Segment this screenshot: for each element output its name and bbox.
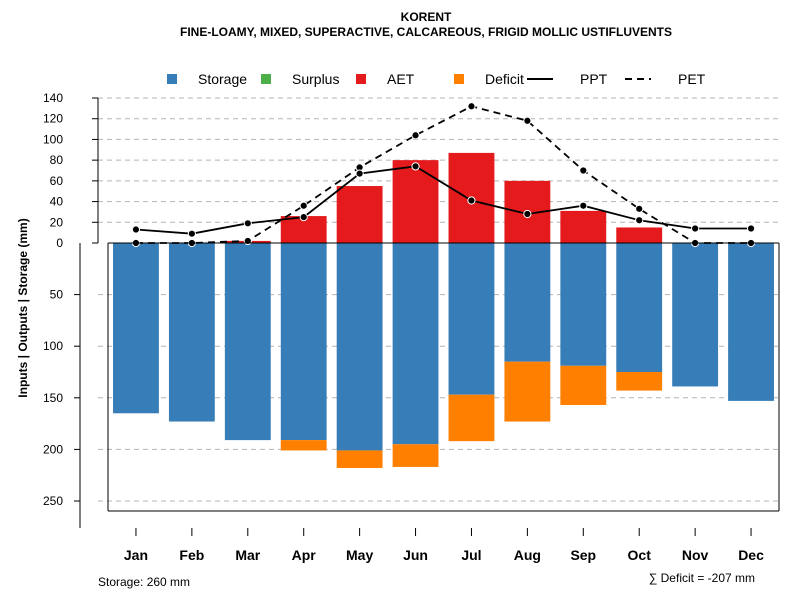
ytick-label-top-80: 80 <box>50 153 64 167</box>
ytick-label-bottom-100: 100 <box>43 339 63 353</box>
pet-line <box>135 105 752 244</box>
y-axis-label: Inputs | Outputs | Storage (mm) <box>16 218 30 397</box>
pet-point-Jun <box>411 131 420 140</box>
bar-storage-Jun <box>392 243 439 445</box>
bar-deficit-Aug <box>504 361 551 422</box>
bar-aet-Jun <box>392 160 439 243</box>
ppt-point-Apr <box>299 213 308 222</box>
legend-label-ppt: PPT <box>580 71 608 87</box>
bar-storage-Nov <box>672 243 719 387</box>
xtick-label-Feb: Feb <box>179 547 204 563</box>
legend-label-storage: Storage <box>198 71 247 87</box>
chart-title: KORENT <box>401 10 452 24</box>
bar-storage-Oct <box>616 243 663 372</box>
ppt-point-Jan <box>131 225 141 234</box>
legend-swatch-aet <box>356 74 366 84</box>
ppt-point-Jul <box>467 196 476 205</box>
grid-layer <box>98 97 779 502</box>
legend-layer: Storage Surplus AET Deficit PPT PET <box>167 71 706 87</box>
storage-note: Storage: 260 mm <box>98 575 190 589</box>
bar-deficit-Apr <box>280 440 327 451</box>
bar-storage-Apr <box>280 243 327 441</box>
xtick-label-Apr: Apr <box>292 547 317 563</box>
legend-label-pet: PET <box>678 71 706 87</box>
bar-storage-Feb <box>168 243 215 422</box>
ppt-point-Aug <box>523 209 532 219</box>
ytick-label-bottom-250: 250 <box>43 494 63 508</box>
xtick-label-Dec: Dec <box>738 547 764 563</box>
bar-storage-Jan <box>113 243 159 414</box>
xtick-label-Jul: Jul <box>461 547 481 563</box>
bar-deficit-Jul <box>448 394 495 442</box>
ytick-label-bottom-50: 50 <box>50 288 64 302</box>
bar-layer <box>113 152 774 468</box>
xtick-label-May: May <box>346 547 373 563</box>
bar-deficit-Oct <box>616 372 663 391</box>
bar-deficit-May <box>336 450 383 468</box>
legend-swatch-surplus <box>261 74 271 84</box>
pet-point-Aug <box>523 116 532 125</box>
bar-storage-Sep <box>560 243 607 366</box>
xtick-label-Aug: Aug <box>514 547 541 563</box>
ytick-label-top-60: 60 <box>50 174 64 188</box>
pet-point-Sep <box>579 166 588 175</box>
ppt-point-Nov <box>691 224 700 233</box>
legend-label-aet: AET <box>387 71 415 87</box>
bar-deficit-Sep <box>560 365 607 406</box>
legend-swatch-storage <box>167 74 177 84</box>
bar-aet-Sep <box>560 210 607 243</box>
ppt-point-Feb <box>187 229 196 238</box>
ppt-line <box>135 165 752 235</box>
ytick-label-bottom-150: 150 <box>43 391 63 405</box>
xtick-label-Jun: Jun <box>403 547 428 563</box>
deficit-note: ∑ Deficit = -207 mm <box>649 571 755 585</box>
axis-layer: 0 20 40 60 80 100 120 140 50 100 150 200 250 Jan Feb Ma… <box>43 91 780 563</box>
xtick-label-Oct: Oct <box>628 547 652 563</box>
pet-point-Jul <box>467 102 476 111</box>
chart-subtitle: FINE-LOAMY, MIXED, SUPERACTIVE, CALCAREO… <box>180 25 672 39</box>
bar-storage-Aug <box>504 243 551 362</box>
bar-storage-Jul <box>448 243 495 395</box>
ytick-label-top-0: 0 <box>56 236 63 250</box>
legend-label-deficit: Deficit <box>485 71 524 87</box>
ytick-label-top-120: 120 <box>43 112 63 126</box>
ppt-point-Sep <box>579 201 588 210</box>
bar-aet-Oct <box>616 227 663 243</box>
pet-point-Oct <box>635 204 644 213</box>
bar-storage-May <box>336 243 383 451</box>
ytick-label-bottom-200: 200 <box>43 442 63 456</box>
line-layer <box>131 102 756 248</box>
bar-deficit-Jun <box>392 444 439 467</box>
legend-label-surplus: Surplus <box>292 71 339 87</box>
legend-swatch-deficit <box>454 74 464 84</box>
ytick-label-top-40: 40 <box>50 195 64 209</box>
xtick-label-Jan: Jan <box>124 547 148 563</box>
ytick-label-top-100: 100 <box>43 132 63 146</box>
ytick-label-top-140: 140 <box>43 91 63 105</box>
bar-storage-Mar <box>224 243 271 441</box>
ppt-point-Mar <box>243 219 252 228</box>
bar-storage-Dec <box>728 243 774 401</box>
xtick-label-Sep: Sep <box>570 547 596 563</box>
ppt-point-Jun <box>411 162 420 171</box>
xtick-label-Nov: Nov <box>682 547 709 563</box>
ppt-point-May <box>355 169 364 178</box>
ppt-point-Dec <box>746 224 756 233</box>
xtick-label-Mar: Mar <box>235 547 260 563</box>
bar-aet-May <box>336 186 383 243</box>
ppt-point-Oct <box>635 216 644 225</box>
pet-point-Apr <box>299 201 308 210</box>
ytick-label-top-20: 20 <box>50 215 64 229</box>
